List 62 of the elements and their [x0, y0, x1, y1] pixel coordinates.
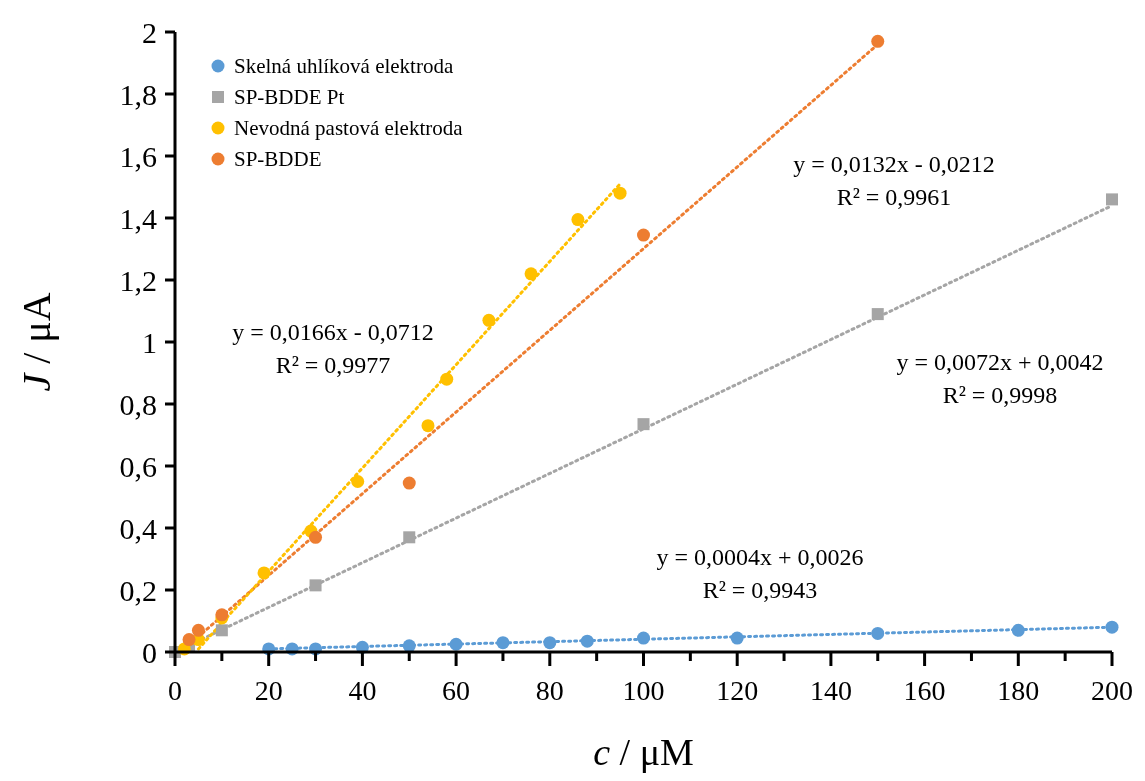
point	[637, 228, 650, 242]
y-tick-label: 1,6	[119, 139, 157, 173]
x-axis-title: c / μM	[593, 731, 694, 773]
y-tick-label: 0,6	[119, 449, 157, 483]
y-tick-label: 0,2	[119, 573, 157, 607]
point	[730, 631, 744, 645]
y-tick-label: 1,8	[119, 77, 157, 111]
point	[309, 579, 322, 592]
point	[871, 308, 884, 321]
y-tick-label: 1,2	[119, 263, 157, 297]
annotation: y = 0,0132x - 0,0212 R² = 0,9961	[793, 151, 995, 210]
point	[215, 624, 228, 637]
y-tick-label: 0,8	[119, 387, 157, 421]
point	[871, 34, 885, 48]
x-tick-label: 20	[254, 675, 283, 706]
point	[637, 631, 650, 645]
point	[580, 634, 594, 648]
point	[871, 626, 885, 640]
y-tick-label: 2	[142, 15, 157, 49]
annotation: y = 0,0004x + 0,0026 R² = 0,9943	[656, 544, 864, 603]
annotation: y = 0,0072x + 0,0042 R² = 0,9998	[896, 349, 1104, 408]
point	[482, 313, 496, 327]
x-tick-label: 60	[442, 675, 471, 706]
legend-label: SP-BDDE Pt	[234, 85, 345, 110]
legend-label: SP-BDDE	[234, 147, 322, 172]
point	[496, 636, 510, 650]
point	[403, 531, 416, 544]
y-axis-title: J / μA	[14, 292, 59, 392]
point	[543, 636, 557, 650]
legend-label: Skelná uhlíková elektroda	[234, 54, 454, 79]
x-tick-label: 200	[1091, 675, 1133, 706]
x-tick-label: 180	[997, 675, 1040, 706]
annotation: y = 0,0166x - 0,0712 R² = 0,9977	[232, 319, 434, 378]
point	[637, 418, 650, 431]
point	[182, 633, 196, 647]
y-tick-label: 1	[142, 325, 157, 359]
point	[402, 639, 416, 653]
point	[191, 623, 205, 637]
point	[351, 475, 365, 488]
point	[524, 267, 538, 281]
point	[402, 476, 416, 490]
x-tick-label: 0	[168, 675, 182, 706]
x-tick-label: 160	[903, 675, 946, 706]
point	[1011, 623, 1025, 637]
point	[449, 637, 463, 651]
point	[257, 566, 271, 580]
y-tick-label: 0	[142, 635, 157, 669]
x-tick-label: 80	[535, 675, 564, 706]
point	[440, 372, 454, 386]
point	[309, 530, 323, 544]
point	[571, 213, 585, 227]
point	[1106, 193, 1118, 206]
y-tick-label: 0,4	[119, 511, 157, 545]
x-tick-label: 40	[348, 675, 377, 706]
point	[613, 186, 627, 200]
point	[421, 419, 435, 433]
point	[1105, 620, 1119, 634]
x-tick-label: 100	[622, 675, 665, 706]
x-tick-label: 140	[809, 675, 852, 706]
x-tick-label: 120	[716, 675, 759, 706]
y-tick-label: 1,4	[119, 201, 157, 235]
legend-label: Nevodná pastová elektroda	[234, 116, 464, 141]
